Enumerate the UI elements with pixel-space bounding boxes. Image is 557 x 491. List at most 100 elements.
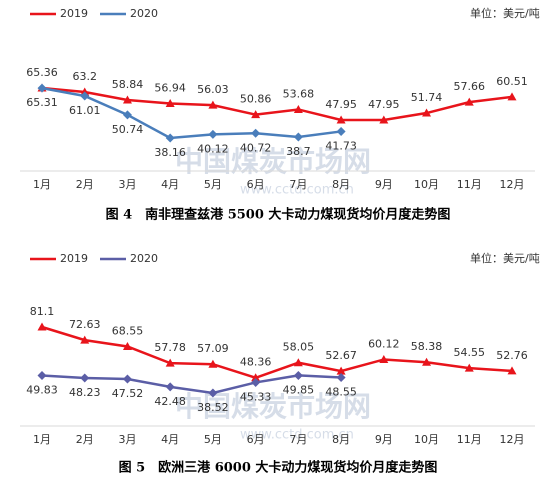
data-label: 56.94 (154, 81, 186, 94)
point-marker (80, 91, 90, 101)
point-marker (422, 108, 432, 117)
x-tick-label: 8月 (332, 178, 350, 191)
series-line (41, 86, 342, 140)
point-marker (507, 366, 517, 375)
x-tick-label: 9月 (375, 178, 393, 191)
data-label: 47.52 (112, 387, 144, 400)
data-label: 40.72 (240, 141, 272, 154)
point-marker (208, 100, 218, 109)
legend-label: 2020 (130, 252, 158, 265)
x-tick-label: 12月 (500, 178, 525, 191)
point-marker (464, 97, 474, 106)
x-tick-label: 2月 (76, 433, 94, 446)
point-marker (122, 110, 132, 120)
x-tick-label: 6月 (247, 178, 265, 191)
point-marker (251, 377, 261, 387)
series-line (41, 86, 513, 122)
point-marker (37, 83, 47, 93)
data-label: 47.95 (325, 98, 357, 111)
point-marker (336, 115, 346, 124)
data-label: 68.55 (112, 324, 144, 337)
data-label: 61.01 (69, 104, 101, 117)
x-tick-label: 8月 (332, 433, 350, 446)
x-tick-label: 12月 (500, 433, 525, 446)
point-marker (80, 87, 90, 96)
data-label: 50.86 (240, 93, 272, 106)
data-label: 65.36 (26, 66, 58, 79)
x-tick-label: 5月 (204, 178, 222, 191)
data-label: 58.05 (283, 341, 315, 354)
point-marker (208, 129, 218, 139)
data-label: 51.74 (411, 91, 443, 104)
x-tick-label: 2月 (76, 178, 94, 191)
point-marker (122, 341, 132, 350)
data-label: 52.67 (325, 349, 357, 362)
x-tick-label: 1月 (33, 433, 51, 446)
data-label: 60.51 (496, 75, 528, 88)
point-marker (336, 126, 346, 136)
point-marker (507, 92, 517, 101)
x-tick-label: 7月 (289, 178, 307, 191)
watermark-url: www.cctd.com.cn (240, 428, 354, 443)
data-label: 57.09 (197, 342, 229, 355)
point-marker (464, 363, 474, 372)
data-label: 38.16 (154, 146, 186, 159)
point-marker (122, 95, 132, 104)
point-marker (122, 374, 132, 384)
data-label: 48.36 (240, 356, 272, 369)
watermark: 中国煤炭市场网 (175, 390, 371, 423)
x-tick-label: 5月 (204, 433, 222, 446)
data-label: 49.83 (26, 383, 58, 396)
point-marker (37, 322, 47, 331)
point-marker (80, 335, 90, 344)
unit-label: 单位：美元/吨 (470, 6, 540, 20)
data-label: 58.38 (411, 340, 443, 353)
x-tick-label: 11月 (457, 433, 482, 446)
data-label: 49.85 (283, 383, 315, 396)
data-label: 65.31 (26, 96, 58, 109)
data-label: 52.76 (496, 349, 528, 362)
data-label: 40.12 (197, 142, 229, 155)
point-marker (251, 110, 261, 119)
data-label: 60.12 (368, 338, 400, 351)
data-label: 58.84 (112, 78, 144, 91)
point-marker (422, 357, 432, 366)
data-label: 38.7 (286, 145, 311, 158)
point-marker (165, 133, 175, 143)
data-label: 57.78 (154, 341, 186, 354)
point-marker (379, 115, 389, 124)
data-label: 50.74 (112, 123, 144, 136)
data-label: 53.68 (283, 87, 315, 100)
data-label: 48.23 (69, 386, 101, 399)
legend-label: 2020 (130, 7, 158, 20)
point-marker (293, 358, 303, 367)
data-label: 54.55 (454, 346, 486, 359)
x-tick-label: 3月 (118, 433, 136, 446)
figure-caption: 图 5 欧洲三港 6000 大卡动力煤现货均价月度走势图 (119, 460, 438, 476)
watermark-url: www.cctd.com.cn (240, 183, 354, 198)
x-tick-label: 4月 (161, 178, 179, 191)
point-marker (251, 373, 261, 382)
x-tick-label: 10月 (414, 178, 439, 191)
point-marker (208, 388, 218, 398)
point-marker (336, 366, 346, 375)
data-label: 41.73 (325, 139, 357, 152)
x-tick-label: 10月 (414, 433, 439, 446)
data-label: 72.63 (69, 318, 101, 331)
x-tick-label: 11月 (457, 178, 482, 191)
data-label: 81.1 (30, 305, 55, 318)
point-marker (165, 382, 175, 392)
point-marker (251, 128, 261, 138)
data-label: 47.95 (368, 98, 400, 111)
point-marker (293, 132, 303, 142)
point-marker (336, 372, 346, 382)
x-tick-label: 4月 (161, 433, 179, 446)
data-label: 56.03 (197, 83, 229, 96)
x-tick-label: 1月 (33, 178, 51, 191)
figure-caption: 图 4 南非理查兹港 5500 大卡动力煤现货均价月度走势图 (106, 207, 451, 223)
series-line (41, 374, 342, 395)
legend-label: 2019 (60, 252, 88, 265)
data-label: 42.48 (154, 395, 186, 408)
point-marker (37, 370, 47, 380)
